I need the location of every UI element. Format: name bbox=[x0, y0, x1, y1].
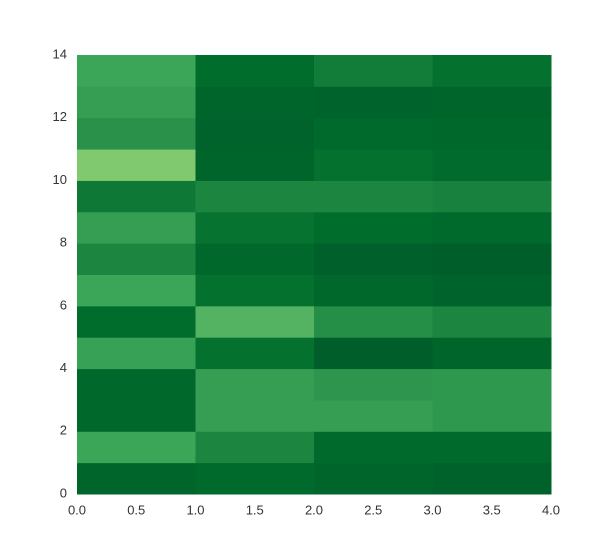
heatmap-cell bbox=[432, 305, 552, 338]
heatmap-cell bbox=[195, 399, 315, 432]
heatmap-cell bbox=[77, 149, 196, 181]
heatmap-cell bbox=[195, 86, 315, 119]
heatmap-cell bbox=[314, 149, 433, 181]
heatmap-cell bbox=[432, 86, 552, 119]
heatmap-cell bbox=[195, 462, 315, 495]
heatmap-cell bbox=[432, 274, 552, 307]
x-tick-label: 3.5 bbox=[483, 502, 501, 517]
heatmap-cell bbox=[432, 337, 552, 370]
heatmap-cell bbox=[314, 86, 433, 119]
heatmap-cell bbox=[314, 462, 433, 495]
heatmap-cell bbox=[432, 117, 552, 150]
x-tick-label: 0.0 bbox=[68, 502, 86, 517]
y-tick-label: 2 bbox=[60, 423, 67, 438]
heatmap-cell bbox=[195, 211, 315, 244]
heatmap-cell bbox=[77, 337, 196, 370]
heatmap-cell bbox=[432, 180, 552, 213]
heatmap-cell bbox=[195, 368, 315, 401]
heatmap-cell bbox=[314, 368, 433, 401]
y-tick-label: 8 bbox=[60, 235, 67, 250]
heatmap-cell bbox=[195, 274, 315, 307]
heatmap-cell bbox=[195, 180, 315, 213]
heatmap-cell bbox=[195, 149, 315, 181]
heatmap-cell bbox=[77, 431, 196, 464]
heatmap-cell bbox=[77, 180, 196, 213]
x-tick-label: 3.0 bbox=[423, 502, 441, 517]
heatmap-cell bbox=[314, 337, 433, 370]
heatmap-cell bbox=[432, 211, 552, 244]
heatmap-cell bbox=[432, 55, 552, 87]
heatmap-cell bbox=[314, 431, 433, 464]
y-tick-label: 14 bbox=[53, 46, 67, 61]
heatmap-cell bbox=[432, 149, 552, 181]
heatmap-cell bbox=[77, 55, 196, 87]
heatmap-cell bbox=[314, 55, 433, 87]
y-tick-label: 4 bbox=[60, 360, 67, 375]
heatmap-cell bbox=[432, 399, 552, 432]
heatmap-cell bbox=[314, 180, 433, 213]
heatmap-cell bbox=[77, 462, 196, 495]
heatmap-cell bbox=[314, 274, 433, 307]
heatmap-cell bbox=[314, 399, 433, 432]
x-tick-label: 2.5 bbox=[364, 502, 382, 517]
x-tick-label: 1.5 bbox=[246, 502, 264, 517]
heatmap-cell bbox=[432, 243, 552, 275]
heatmap-cell bbox=[77, 243, 196, 275]
y-tick-label: 6 bbox=[60, 297, 67, 312]
heatmap-cell bbox=[314, 117, 433, 150]
heatmap-cell bbox=[314, 211, 433, 244]
y-tick-label: 12 bbox=[53, 109, 67, 124]
y-tick-label: 10 bbox=[53, 172, 67, 187]
heatmap-cell bbox=[195, 337, 315, 370]
x-tick-label: 1.0 bbox=[186, 502, 204, 517]
heatmap-cell bbox=[195, 55, 315, 87]
heatmap-cell bbox=[77, 211, 196, 244]
heatmap-cell bbox=[77, 86, 196, 119]
heatmap-cell bbox=[195, 117, 315, 150]
x-tick-label: 2.0 bbox=[305, 502, 323, 517]
y-tick-label: 0 bbox=[60, 485, 67, 500]
heatmap-cell bbox=[77, 274, 196, 307]
heatmap-cell bbox=[195, 305, 315, 338]
x-tick-label: 4.0 bbox=[542, 502, 560, 517]
heatmap-cell bbox=[432, 431, 552, 464]
heatmap-cell bbox=[77, 117, 196, 150]
heatmap-cell bbox=[195, 431, 315, 464]
heatmap-cell bbox=[195, 243, 315, 275]
x-tick-label: 0.5 bbox=[127, 502, 145, 517]
heatmap-cell bbox=[432, 368, 552, 401]
heatmap-cell bbox=[77, 368, 196, 401]
heatmap-cell bbox=[314, 243, 433, 275]
heatmap-cell bbox=[77, 399, 196, 432]
heatmap-cell bbox=[432, 462, 552, 495]
heatmap-cell bbox=[314, 305, 433, 338]
heatmap-cell bbox=[77, 305, 196, 338]
